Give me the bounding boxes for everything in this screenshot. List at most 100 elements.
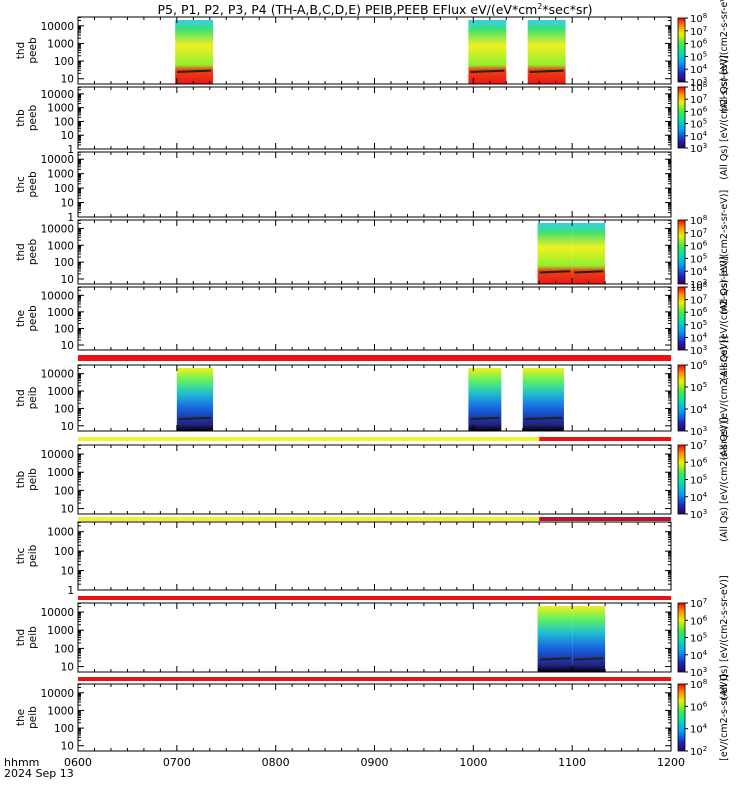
x-tick-label: 0900: [361, 756, 389, 769]
colorbar-label: 106: [690, 456, 708, 469]
colorbar-label: 106: [690, 359, 708, 372]
colorbar-label: 103: [690, 344, 707, 357]
status-bar-segment: [78, 437, 540, 441]
y-axis-label: peib: [27, 468, 39, 491]
y-tick-label: 100: [54, 403, 74, 415]
colorbar-label: 104: [690, 491, 708, 504]
y-tick-label: 1: [67, 585, 74, 597]
y-tick-label: 1000: [47, 38, 74, 50]
spectrogram-trace: [574, 270, 604, 274]
y-tick-label: 10000: [41, 89, 74, 101]
y-tick-label: 10000: [41, 449, 74, 461]
colorbar-label: 106: [690, 38, 708, 51]
y-tick-label: 1000: [47, 625, 74, 637]
y-axis-label: thd: [15, 629, 27, 646]
status-bar-segment: [539, 437, 671, 441]
y-axis-label: peeb: [27, 239, 39, 266]
colorbar-label: 108: [690, 214, 707, 227]
y-tick-label: 10000: [41, 607, 74, 619]
panel-frame: [77, 86, 672, 150]
spectrogram-trace: [470, 416, 500, 421]
x-tick-label: 1100: [558, 756, 586, 769]
y-axis-label: peib: [27, 386, 39, 409]
status-bar-segment: [78, 355, 671, 361]
spectrogram-block: [176, 368, 214, 431]
colorbar: [677, 602, 686, 673]
y-tick-label: 10000: [41, 688, 74, 700]
status-bar-segment: [78, 517, 540, 521]
spectrogram-block: [468, 20, 507, 84]
colorbar-label: 107: [690, 597, 707, 610]
colorbar-label: 105: [690, 474, 707, 487]
colorbar-label: 105: [690, 252, 707, 265]
y-tick-label: 1000: [47, 240, 74, 252]
colorbar-label: 105: [690, 50, 707, 63]
y-tick-label: 10: [61, 340, 74, 352]
y-axis-label: thb: [15, 470, 27, 488]
y-axis-label: peeb: [27, 305, 39, 332]
x-tick-label: 1200: [657, 756, 685, 769]
colorbar-label: 103: [690, 508, 707, 521]
colorbar-label: 107: [690, 93, 707, 106]
status-bar-segment: [78, 677, 671, 681]
x-tick-label: 0800: [262, 756, 290, 769]
colorbar-label: 107: [690, 25, 707, 38]
colorbar-title: (All Qs) [eV/(cm2-s-sr-eV)]: [719, 55, 730, 179]
colorbar-label: 104: [690, 649, 708, 662]
spectrogram-block: [175, 20, 214, 84]
spectrogram-trace: [524, 416, 562, 421]
y-axis-label: peib: [27, 544, 39, 567]
y-tick-label: 100: [54, 56, 74, 68]
y-tick-label: 1000: [47, 386, 74, 398]
colorbar-label: 105: [690, 381, 707, 394]
y-axis-label: peeb: [27, 105, 39, 132]
panel-frame: [77, 444, 672, 515]
y-tick-label: 10: [61, 504, 74, 516]
colorbar-label: 104: [690, 63, 708, 76]
colorbar-label: 107: [690, 294, 707, 307]
y-tick-label: 1000: [47, 705, 74, 717]
y-tick-label: 10: [61, 741, 74, 753]
y-axis-label: peib: [27, 706, 39, 729]
y-axis-label: thc: [15, 176, 27, 193]
y-axis-label: peeb: [27, 37, 39, 64]
y-tick-label: 100: [54, 257, 74, 269]
spectrogram-trace: [529, 69, 564, 73]
y-tick-label: 100: [54, 323, 74, 335]
y-tick-label: 100: [54, 116, 74, 128]
y-tick-label: 100: [54, 723, 74, 735]
colorbar: [677, 683, 686, 752]
colorbar-label: 106: [690, 105, 708, 118]
y-tick-label: 1: [67, 212, 74, 224]
spectrogram-block: [572, 223, 606, 284]
colorbar-label: 104: [690, 130, 708, 143]
footer-units: hhmm: [4, 756, 40, 769]
colorbar-label: 107: [690, 439, 707, 452]
y-tick-label: 10: [61, 662, 74, 674]
y-tick-label: 100: [54, 643, 74, 655]
y-tick-label: 10000: [41, 21, 74, 33]
panel-frame: [77, 364, 672, 432]
colorbar-title: (All Qs) [eV/(cm2-s-sr-eV)]: [719, 0, 730, 112]
spectrogram-block: [522, 368, 564, 431]
colorbar: [677, 286, 686, 351]
colorbar: [677, 17, 686, 83]
y-tick-label: 100: [54, 546, 74, 558]
spectrogram-trace: [178, 416, 212, 421]
colorbar-title: (All Qs) [eV/(cm2-s-sr-eV)]: [719, 190, 730, 314]
spectrogram-block: [468, 368, 502, 431]
spectrogram-block: [572, 606, 606, 672]
status-bar-segment: [78, 596, 671, 600]
colorbar-title: (All Qs) [eV/(cm2-s-sr-eV)]: [719, 417, 730, 541]
y-tick-label: 1000: [47, 169, 74, 181]
y-tick-label: 10: [61, 274, 74, 286]
y-axis-label: thc: [15, 548, 27, 565]
colorbar-label: 106: [690, 306, 708, 319]
colorbar-label: 104: [690, 265, 708, 278]
y-tick-label: 10000: [41, 369, 74, 381]
colorbar: [677, 219, 686, 285]
y-tick-label: 10: [61, 198, 74, 210]
chart-title: P5, P1, P2, P3, P4 (TH-A,B,C,D,E) PEIB,P…: [157, 2, 593, 18]
colorbar-label: 108: [690, 12, 707, 25]
y-tick-label: 1000: [47, 103, 74, 115]
